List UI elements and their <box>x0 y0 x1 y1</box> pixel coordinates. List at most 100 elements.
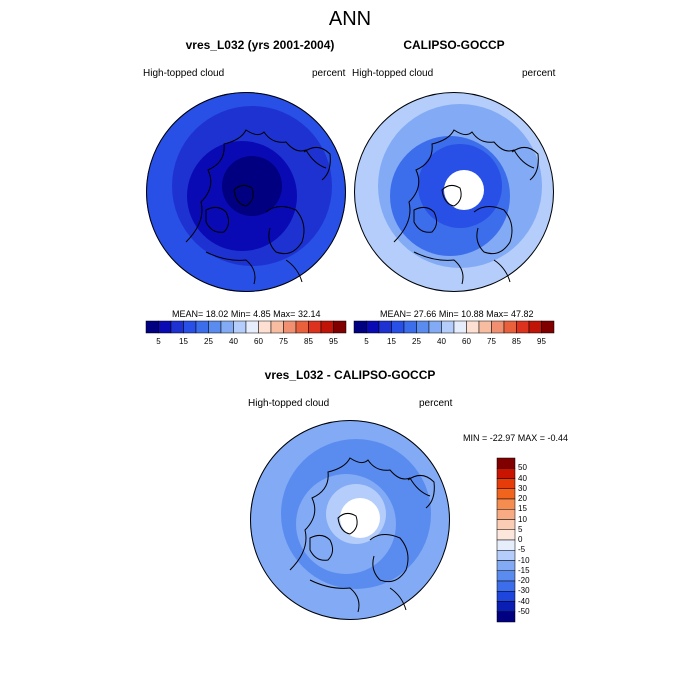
field-band <box>222 156 282 216</box>
coastline <box>413 206 438 233</box>
colorbar-box <box>320 320 334 334</box>
panel2-min-label: Min= <box>438 309 459 319</box>
panel2-max-label: Max= <box>486 309 509 319</box>
colorbar-box <box>496 488 516 500</box>
colorbar-box <box>503 320 517 334</box>
coastline <box>205 206 230 233</box>
panel1-variable-label: High-topped cloud <box>143 68 225 79</box>
panel1-units-label: percent <box>312 68 346 79</box>
colorbar-tick-label: 60 <box>254 337 263 346</box>
map-boundary <box>354 92 554 292</box>
colorbar-tick-label: 10 <box>518 514 527 524</box>
colorbar-box <box>245 320 259 334</box>
panel2-mean-value: 27.66 <box>413 309 437 319</box>
panel3-variable-label: High-topped cloud <box>248 398 330 409</box>
colorbar-tick-label: 15 <box>518 504 527 514</box>
colorbar-box <box>145 320 159 334</box>
colorbar-tick-label: -50 <box>518 606 530 616</box>
colorbar-box <box>496 570 516 582</box>
coastline <box>185 129 327 243</box>
colorbar-tick-label: 40 <box>437 337 446 346</box>
coastlines <box>185 129 331 285</box>
colorbar-tick-label: 15 <box>387 337 396 346</box>
coastline <box>233 184 254 207</box>
colorbar-box <box>258 320 272 334</box>
colorbar-tick-label: 5 <box>518 524 523 534</box>
colorbar-box <box>496 519 516 530</box>
colorbar-tick-label: -30 <box>518 586 530 596</box>
panel1-mean-value: 18.02 <box>205 309 229 319</box>
colorbar-tick-label: 0 <box>518 535 523 544</box>
colorbar-box <box>353 320 367 334</box>
colorbar-box <box>496 539 516 551</box>
colorbar-box <box>270 320 284 334</box>
colorbar-box <box>496 611 516 623</box>
coastline <box>493 259 511 283</box>
colorbar-tick-label: 75 <box>487 337 496 346</box>
colorbar-box <box>496 529 516 541</box>
panel3-polar-map <box>250 420 450 620</box>
colorbar-box <box>233 320 247 334</box>
colorbar-tick-label: 25 <box>204 337 213 346</box>
coastline <box>393 129 535 243</box>
coastline <box>285 259 303 283</box>
colorbar-tick-label: 85 <box>512 337 521 346</box>
colorbar-box <box>496 580 516 592</box>
colorbar-tick-label: 25 <box>412 337 421 346</box>
coastlines <box>289 457 435 613</box>
coastline <box>309 579 360 613</box>
colorbar-tick-label: -40 <box>518 596 530 606</box>
coastline <box>205 251 256 285</box>
coastline <box>309 534 334 561</box>
colorbar-box <box>496 468 516 479</box>
field-rings <box>146 92 346 292</box>
panel1-colorbar <box>145 320 347 334</box>
colorbar-box <box>496 550 516 561</box>
colorbar-box <box>208 320 222 334</box>
panel3-title: vres_L032 - CALIPSO-GOCCP <box>264 368 436 382</box>
colorbar-box <box>478 320 492 334</box>
panel1-max-label: Max= <box>273 309 296 319</box>
colorbar-box <box>496 498 516 510</box>
panel1-max-value: 32.14 <box>297 309 321 319</box>
colorbar-box <box>295 320 309 334</box>
coastline <box>369 534 409 583</box>
colorbar-tick-label: 60 <box>462 337 471 346</box>
panel1-min-label: Min= <box>230 309 251 319</box>
colorbar-tick-label: 30 <box>518 483 527 493</box>
panel1-min-value: 4.85 <box>253 309 271 319</box>
panel1-polar-map <box>146 92 346 292</box>
panel3-colorbar <box>496 457 516 623</box>
coastline <box>473 206 513 255</box>
colorbar-tick-label: 85 <box>304 337 313 346</box>
panel3-minmax-text: MIN = -22.97 MAX = -0.44 <box>463 433 569 443</box>
colorbar-box <box>195 320 209 334</box>
colorbar-box <box>170 320 184 334</box>
panel2-title: CALIPSO-GOCCP <box>403 38 505 52</box>
colorbar-box <box>403 320 417 334</box>
colorbar-tick-label: 95 <box>329 337 338 346</box>
coastline <box>389 587 407 611</box>
colorbar-box <box>496 601 516 612</box>
panel2-units-label: percent <box>522 68 556 79</box>
colorbar-box <box>183 320 197 334</box>
colorbar-box <box>496 457 516 469</box>
panel2-colorbar <box>353 320 555 334</box>
coastline <box>337 512 358 535</box>
panel1-mean-label: MEAN= <box>172 309 204 319</box>
panel3-units-label: percent <box>419 398 453 409</box>
colorbar-tick-label: 75 <box>279 337 288 346</box>
colorbar-tick-label: 95 <box>537 337 546 346</box>
figure-title: ANN <box>328 8 372 30</box>
coastline <box>289 457 431 571</box>
colorbar-box <box>441 320 455 334</box>
colorbar-tick-label: 15 <box>179 337 188 346</box>
colorbar-box <box>428 320 442 334</box>
coastline <box>511 147 539 181</box>
colorbar-box <box>378 320 392 334</box>
colorbar-box <box>366 320 380 334</box>
colorbar-box <box>491 320 505 334</box>
colorbar-tick-label: 40 <box>518 473 527 483</box>
colorbar-box <box>466 320 480 334</box>
colorbar-box <box>496 591 516 602</box>
